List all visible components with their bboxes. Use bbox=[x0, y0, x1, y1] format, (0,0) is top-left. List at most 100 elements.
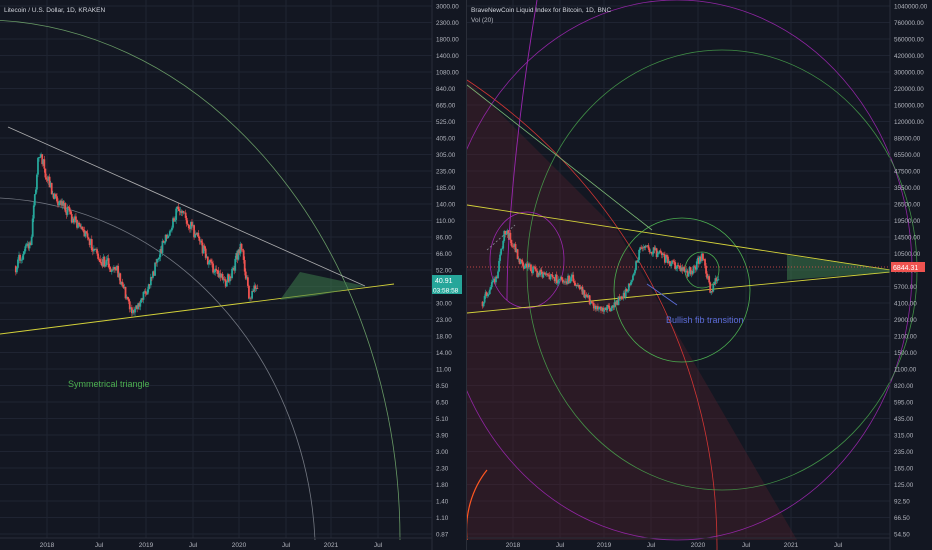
candle-body bbox=[125, 296, 128, 299]
candle-body bbox=[233, 267, 236, 271]
price-axis[interactable]: 3000.00 2300.00 1800.00 1400.00 1080.00 840.0… bbox=[431, 0, 459, 550]
candle-body bbox=[511, 245, 514, 247]
candle-body bbox=[702, 253, 704, 260]
candle-body bbox=[693, 266, 696, 268]
candle-body bbox=[590, 301, 593, 303]
time-axis[interactable]: 2018 Jul 2019 Jul 2020 Jul 2021 Jul bbox=[0, 537, 432, 549]
y-tick-label: 1800.00 bbox=[436, 37, 459, 44]
candle-body bbox=[206, 256, 209, 265]
candle-body bbox=[27, 243, 30, 249]
candle-body bbox=[117, 265, 120, 278]
left-chart-pane[interactable]: 3000.00 2300.00 1800.00 1400.00 1080.00 840.0… bbox=[0, 0, 466, 550]
candle-body bbox=[519, 260, 522, 264]
green-trendline[interactable] bbox=[467, 84, 653, 231]
grid bbox=[467, 0, 890, 538]
candle-body bbox=[22, 254, 25, 260]
fib-arc-orange[interactable] bbox=[467, 469, 488, 540]
candle-body bbox=[632, 275, 634, 281]
candle-body bbox=[712, 284, 715, 292]
candle-body bbox=[498, 260, 500, 272]
candle-body bbox=[713, 284, 716, 286]
candle-body bbox=[636, 261, 638, 263]
candle-body bbox=[692, 266, 695, 274]
candle-body bbox=[227, 274, 230, 282]
candle-body bbox=[488, 289, 491, 295]
candle-body bbox=[215, 268, 218, 270]
candle-body bbox=[600, 306, 602, 311]
y-tick-label: 1100.00 bbox=[894, 367, 917, 374]
candle-body bbox=[229, 276, 231, 282]
time-axis[interactable]: 2018 Jul 2019 Jul 2020 Jul 2021 Jul bbox=[467, 537, 890, 549]
fib-arc-outer[interactable] bbox=[0, 20, 401, 541]
y-tick-label: 35500.00 bbox=[894, 185, 921, 192]
upper-trendline[interactable] bbox=[467, 204, 891, 271]
candle-body bbox=[678, 265, 681, 267]
candle-body bbox=[559, 277, 562, 279]
candle-body bbox=[538, 272, 541, 276]
candle-body bbox=[523, 266, 526, 269]
candle-body bbox=[195, 233, 198, 235]
y-tick-label: 3.90 bbox=[436, 433, 449, 440]
fib-arc-red[interactable] bbox=[467, 79, 718, 550]
y-tick-label: 86.00 bbox=[436, 235, 452, 242]
candle-body bbox=[531, 271, 533, 274]
candle-body bbox=[544, 273, 547, 275]
annotation-symmetrical-triangle[interactable]: Symmetrical triangle bbox=[68, 379, 150, 389]
volume-indicator-label[interactable]: Vol (20) bbox=[471, 17, 493, 24]
candle-body bbox=[168, 231, 171, 236]
annotation-bullish-fib-transition[interactable]: Bullish fib transition bbox=[666, 315, 744, 325]
fib-arc-purple-steep[interactable] bbox=[506, 0, 538, 301]
candle-body bbox=[652, 247, 655, 254]
candle-body bbox=[89, 239, 92, 245]
candle-body bbox=[155, 262, 158, 264]
candle-body bbox=[69, 211, 72, 215]
lower-trendline[interactable] bbox=[467, 271, 891, 314]
price-axis[interactable]: 1040000.00 760000.00 560000.00 420000.00 300… bbox=[889, 0, 928, 550]
candle-body bbox=[593, 305, 596, 309]
candle-body bbox=[654, 248, 657, 250]
candle-body bbox=[595, 306, 598, 310]
candle-body bbox=[570, 276, 573, 282]
candle-body bbox=[634, 269, 636, 274]
candle-body bbox=[497, 271, 499, 279]
candle-body bbox=[483, 296, 486, 303]
candle-body bbox=[245, 277, 248, 279]
y-tick-label: 305.00 bbox=[436, 152, 456, 159]
right-chart-pane[interactable]: 1040000.00 760000.00 560000.00 420000.00 300… bbox=[467, 0, 932, 550]
candle-body bbox=[622, 292, 625, 298]
triangle-apex-fill bbox=[280, 272, 365, 300]
candle-body bbox=[59, 200, 62, 203]
candle-body bbox=[649, 251, 652, 253]
candle-body bbox=[670, 263, 672, 267]
upper-trendline[interactable] bbox=[7, 126, 366, 287]
candle-body bbox=[597, 306, 599, 310]
y-tick-label: 760000.00 bbox=[894, 20, 924, 27]
candle-body bbox=[536, 270, 539, 277]
candle-body bbox=[145, 293, 148, 295]
candle-body bbox=[647, 245, 650, 249]
candle-body bbox=[213, 271, 216, 273]
candle-body bbox=[605, 307, 608, 311]
y-tick-label: 30.00 bbox=[436, 301, 452, 308]
candle-body bbox=[667, 256, 669, 264]
candle-body bbox=[47, 176, 50, 181]
candle-body bbox=[660, 252, 663, 256]
y-tick-label: 2.30 bbox=[436, 466, 449, 473]
candle-body bbox=[55, 194, 57, 197]
candle-body bbox=[716, 279, 719, 282]
candle-body bbox=[108, 267, 111, 270]
candle-body bbox=[122, 284, 125, 288]
candle-body bbox=[127, 299, 130, 302]
candle-body bbox=[76, 219, 78, 228]
y-tick-label: 665.00 bbox=[436, 103, 456, 110]
candle-body bbox=[90, 239, 93, 251]
fib-circle-purple-small[interactable] bbox=[489, 211, 565, 309]
candle-body bbox=[115, 269, 117, 271]
y-tick-label: 18.00 bbox=[436, 334, 452, 341]
candle-body bbox=[50, 182, 53, 195]
candle-body bbox=[209, 259, 211, 263]
fib-circle-green-mid[interactable] bbox=[613, 217, 751, 363]
pane-divider[interactable] bbox=[466, 0, 467, 550]
x-tick-label: 2021 bbox=[324, 542, 339, 549]
